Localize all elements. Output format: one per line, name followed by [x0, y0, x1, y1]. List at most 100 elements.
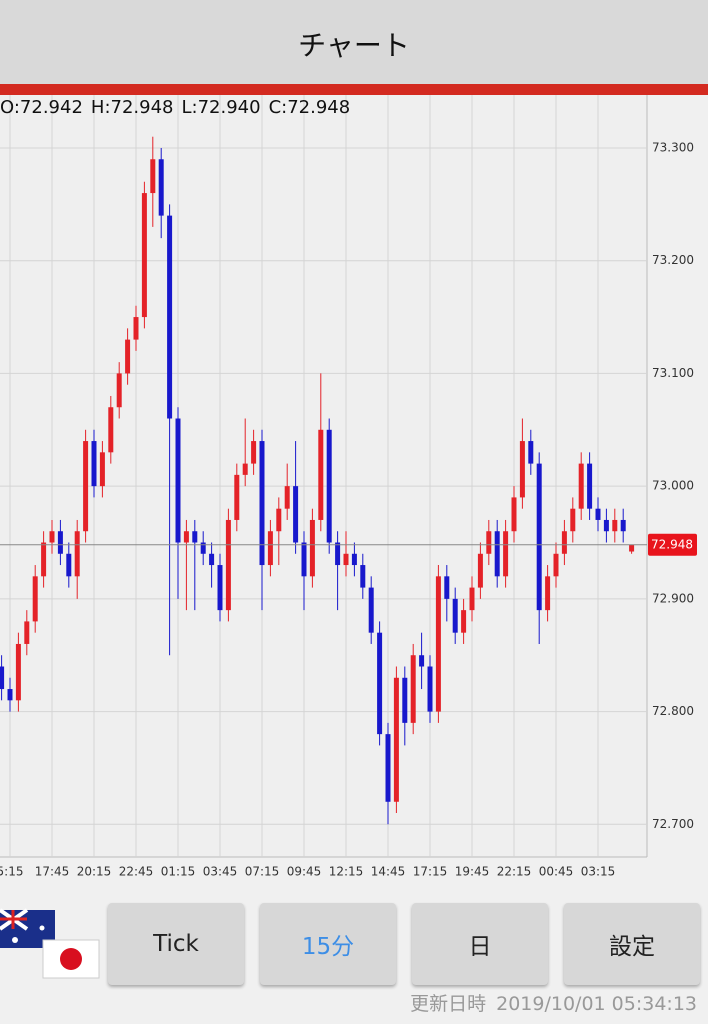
- candle-body: [175, 418, 181, 543]
- x-tick-label: 14:45: [371, 865, 406, 879]
- candle-body: [133, 317, 139, 340]
- y-tick-label: 73.200: [652, 253, 694, 267]
- candle-body: [57, 531, 63, 554]
- update-time: 更新日時 2019/10/01 05:34:13: [410, 993, 697, 1015]
- candle-body: [251, 441, 257, 464]
- candle-body: [612, 519, 618, 532]
- update-timestamp: 2019/10/01 05:34:13: [496, 993, 697, 1015]
- candle-body: [200, 542, 206, 554]
- candle-body: [293, 486, 299, 543]
- ohlc-label: L:72.940: [182, 97, 261, 118]
- candle-body: [284, 486, 290, 509]
- candle-body: [267, 531, 273, 566]
- candle-body: [360, 565, 366, 588]
- candle-body: [343, 553, 349, 566]
- candle-body: [49, 531, 55, 543]
- candle-body: [511, 497, 517, 532]
- candle-body: [335, 542, 341, 566]
- last-price-box: [648, 533, 697, 556]
- candle-body: [393, 677, 399, 802]
- candle-body: [410, 655, 416, 723]
- plot-area: [0, 95, 647, 857]
- candle-body: [242, 463, 248, 475]
- candle-body: [0, 666, 5, 690]
- candle-body: [578, 463, 584, 509]
- candle-body: [368, 587, 374, 633]
- candle-body: [125, 339, 131, 374]
- candle-body: [351, 553, 357, 566]
- candle-body: [402, 677, 408, 723]
- candle-body: [469, 587, 475, 611]
- candle-body: [595, 508, 601, 520]
- tab-button[interactable]: 設定: [564, 903, 700, 985]
- candle-body: [108, 407, 114, 453]
- candle-body: [301, 542, 307, 577]
- candle-body: [444, 576, 450, 599]
- candle-body: [461, 610, 467, 633]
- candle-body: [32, 576, 38, 622]
- candle-body: [83, 441, 89, 532]
- x-tick-label: 01:15: [161, 865, 196, 879]
- candle-body: [587, 463, 593, 509]
- candle-body: [99, 452, 105, 487]
- candle-body: [528, 441, 534, 464]
- candle-body: [561, 531, 567, 554]
- x-tick-label: 17:15: [413, 865, 448, 879]
- candle-body: [620, 519, 626, 532]
- ohlc-label: H:72.948: [91, 97, 174, 118]
- candle-body: [116, 373, 122, 408]
- candle-body: [545, 576, 551, 611]
- candle-body: [318, 429, 324, 520]
- candle-body: [503, 531, 509, 577]
- candle-body: [553, 553, 559, 577]
- candle-body: [603, 519, 609, 532]
- candle-body: [66, 553, 72, 577]
- x-tick-label: 19:45: [455, 865, 490, 879]
- y-tick-label: 72.900: [652, 591, 694, 605]
- candle-body: [326, 429, 332, 543]
- candle-body: [141, 193, 147, 318]
- candle-body: [486, 531, 492, 554]
- candle-body: [536, 463, 542, 611]
- x-tick-label: 5:15: [0, 865, 23, 879]
- candle-body: [217, 565, 223, 611]
- x-tick-label: 22:45: [119, 865, 154, 879]
- candle-body: [225, 519, 231, 611]
- flag-au-star: [39, 925, 45, 931]
- x-tick-label: 00:45: [539, 865, 574, 879]
- candle-body: [158, 159, 164, 216]
- candle-body: [629, 544, 635, 552]
- tab-button[interactable]: 日: [412, 903, 548, 985]
- x-tick-label: 22:15: [497, 865, 532, 879]
- flag-jp-sun: [60, 948, 82, 970]
- candle-body: [519, 441, 525, 498]
- y-tick-label: 72.800: [652, 704, 694, 718]
- candle-body: [419, 655, 425, 667]
- x-tick-label: 20:15: [77, 865, 112, 879]
- candle-body: [15, 643, 21, 701]
- plot: [0, 95, 647, 857]
- candle-body: [167, 215, 173, 419]
- tab-button[interactable]: Tick: [108, 903, 244, 985]
- candle-body: [74, 531, 80, 577]
- y-tick-label: 73.000: [652, 479, 694, 493]
- x-tick-label: 07:15: [245, 865, 280, 879]
- candle-body: [427, 666, 433, 712]
- ohlc-label: O:72.942: [0, 97, 83, 118]
- header-bar: [0, 0, 708, 84]
- x-tick-label: 12:15: [329, 865, 364, 879]
- x-tick-label: 03:45: [203, 865, 238, 879]
- y-tick-label: 72.700: [652, 817, 694, 831]
- candle-body: [435, 576, 441, 712]
- header-accent: [0, 84, 708, 95]
- x-tick-label: 03:15: [581, 865, 616, 879]
- candle-body: [259, 441, 265, 566]
- candle-body: [234, 474, 240, 520]
- candle-body: [150, 159, 156, 194]
- tab-button[interactable]: 15分: [260, 903, 396, 985]
- y-tick-label: 73.100: [652, 366, 694, 380]
- candle-body: [209, 553, 215, 566]
- candle-body: [570, 508, 576, 532]
